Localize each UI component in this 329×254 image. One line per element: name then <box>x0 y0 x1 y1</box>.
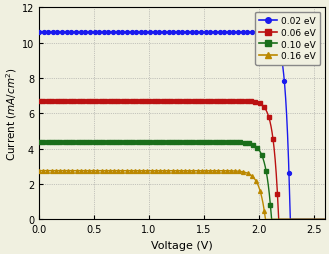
Y-axis label: Current $(mA/cm^2)$: Current $(mA/cm^2)$ <box>4 67 19 161</box>
Legend: 0.02 eV, 0.06 eV, 0.10 eV, 0.16 eV: 0.02 eV, 0.06 eV, 0.10 eV, 0.16 eV <box>255 13 320 66</box>
X-axis label: Voltage (V): Voltage (V) <box>151 240 213 250</box>
